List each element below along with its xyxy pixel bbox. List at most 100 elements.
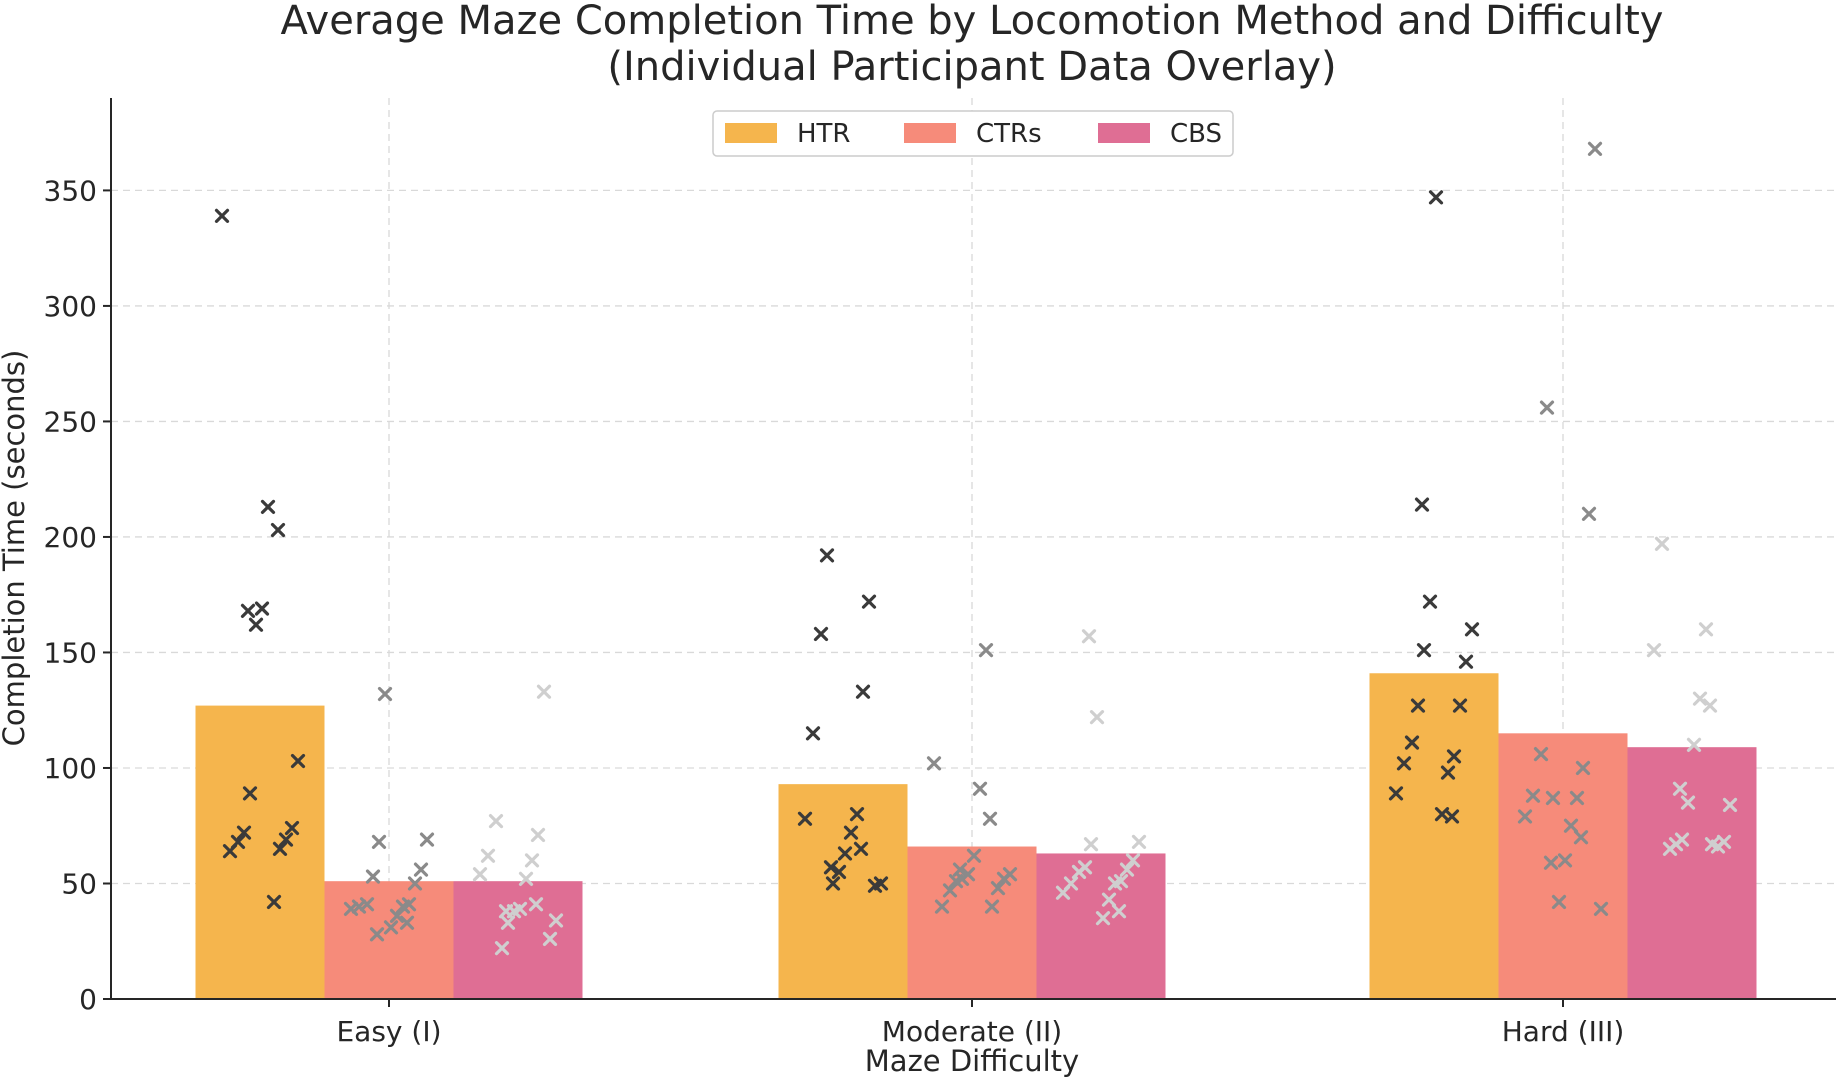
participant-point: [419, 832, 435, 847]
participant-point: [1551, 894, 1567, 910]
participant-point: [369, 927, 385, 942]
participant-point: [266, 894, 282, 910]
participant-point: [831, 864, 847, 880]
participant-point: [1593, 901, 1609, 917]
participant-point: [861, 594, 877, 609]
participant-point: [260, 499, 276, 515]
participant-point: [480, 848, 496, 863]
participant-point: [1055, 885, 1071, 900]
participant-point: [819, 548, 835, 563]
participant-point: [797, 811, 813, 826]
participant-point: [1081, 629, 1097, 644]
participant-point: [942, 883, 958, 898]
legend-swatch-ctrs: [904, 123, 956, 143]
participant-point: [214, 208, 230, 223]
participant-point: [1573, 830, 1589, 845]
bar-htr-2: [1369, 673, 1499, 999]
participant-point: [413, 862, 429, 877]
y-tick-label: 150: [44, 636, 97, 669]
y-tick-label: 350: [44, 174, 97, 207]
participant-point: [1517, 809, 1533, 824]
participant-point: [805, 726, 821, 741]
participant-point: [1464, 622, 1480, 637]
participant-point: [1131, 834, 1147, 850]
bar-cbs-1: [1036, 853, 1166, 999]
participant-point: [1702, 698, 1718, 713]
participant-point: [1119, 862, 1135, 877]
participant-point: [290, 753, 306, 769]
bar-ctrs-2: [1498, 733, 1628, 999]
participant-point: [518, 871, 534, 886]
y-tick-label: 0: [79, 983, 97, 1016]
participant-point: [1071, 864, 1087, 880]
legend-swatch-htr: [725, 123, 777, 143]
participant-point: [1662, 841, 1678, 856]
axes: 0 50 100 150 200 250 300 350 Easy (I) Moderate (I…: [44, 98, 1836, 1048]
participant-point: [1646, 643, 1662, 658]
chart-subtitle: (Individual Participant Data Overlay): [607, 44, 1336, 90]
participant-point: [1414, 497, 1430, 512]
participant-point: [1672, 781, 1688, 796]
participant-point: [1680, 795, 1696, 810]
participant-point: [240, 603, 256, 618]
participant-point: [823, 860, 839, 875]
participant-point: [528, 897, 544, 912]
participant-point: [270, 522, 286, 538]
participant-point: [1545, 790, 1561, 806]
y-tick-label: 300: [44, 290, 97, 323]
participant-point: [494, 941, 510, 956]
legend-swatch-cbs: [1098, 123, 1150, 143]
participant-point: [837, 846, 853, 861]
participant-point: [1388, 786, 1404, 801]
participant-point: [966, 848, 982, 863]
participant-point: [990, 881, 1006, 896]
participant-point: [948, 874, 964, 889]
participant-point: [1125, 853, 1141, 868]
participant-point: [395, 899, 411, 914]
y-axis-label: Completion Time (seconds): [0, 350, 31, 747]
participant-point: [530, 827, 546, 843]
legend-box: [712, 110, 1234, 157]
participant-point: [982, 811, 998, 826]
participant-point: [365, 869, 381, 884]
participant-point: [1422, 594, 1438, 609]
participant-point: [1686, 737, 1702, 752]
participant-point: [542, 931, 558, 947]
participant-point: [855, 684, 871, 699]
y-tick-label: 250: [44, 405, 97, 438]
participant-point: [1440, 765, 1456, 780]
y-tick-label: 200: [44, 521, 97, 554]
participant-point: [843, 825, 859, 840]
participant-point: [343, 901, 359, 917]
bar-cbs-2: [1627, 747, 1757, 999]
participant-point: [236, 825, 252, 840]
participant-point: [1107, 876, 1123, 891]
participant-point: [1543, 855, 1559, 870]
participant-point: [242, 786, 258, 801]
legend: HTR CTRs CBS: [712, 110, 1234, 157]
participant-point: [1111, 904, 1127, 919]
participant-point: [1563, 818, 1579, 833]
participant-point: [254, 601, 270, 616]
participant-point: [524, 853, 540, 868]
bar-htr-0: [195, 705, 325, 999]
participant-point: [377, 686, 393, 702]
participant-point: [1444, 809, 1460, 824]
participant-point: [500, 915, 516, 930]
participant-point: [284, 820, 300, 836]
participant-point: [1539, 400, 1555, 415]
legend-label-htr: HTR: [797, 119, 851, 149]
participant-point: [1654, 536, 1670, 551]
participant-point: [389, 908, 405, 923]
participant-point: [1416, 643, 1432, 658]
participant-point: [978, 643, 994, 658]
bar-ctrs-0: [324, 881, 454, 999]
participant-point: [1101, 892, 1117, 907]
x-tick-label: Hard (III): [1502, 1015, 1625, 1048]
participant-point: [222, 844, 238, 859]
participant-point: [1446, 749, 1462, 764]
participant-point: [825, 876, 841, 891]
legend-label-cbs: CBS: [1170, 119, 1222, 149]
participant-point: [399, 915, 415, 930]
